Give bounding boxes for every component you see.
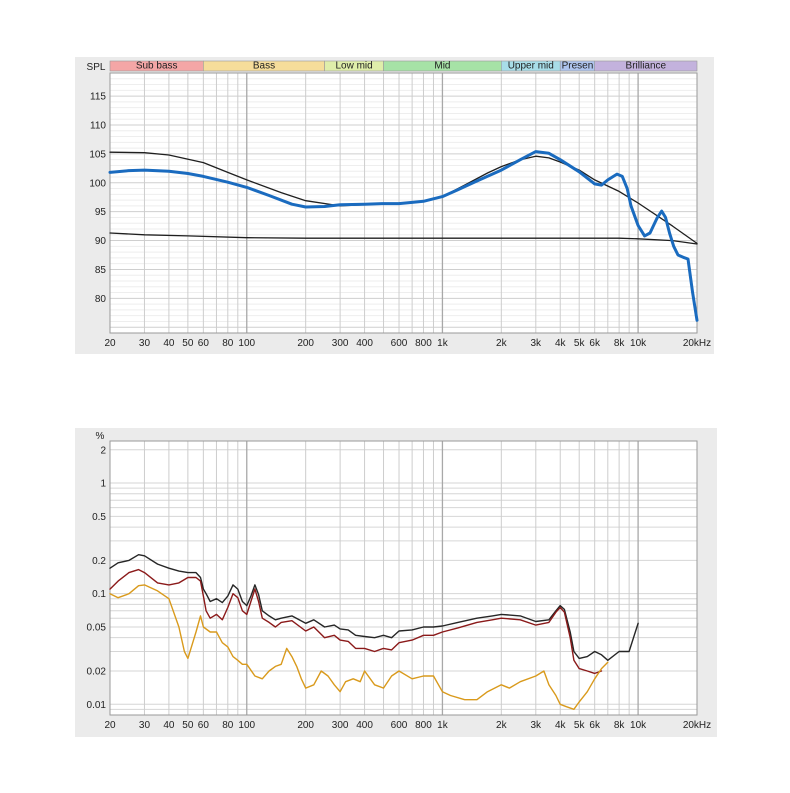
- x-tick-label: 100: [238, 338, 255, 349]
- x-tick-label: 50: [182, 338, 194, 349]
- x-tick-label: 4k: [555, 720, 567, 731]
- x-tick-label: 20: [104, 720, 116, 731]
- x-tick-label: 20kHz: [683, 338, 711, 349]
- band-label: Low mid: [335, 61, 372, 72]
- series-line: [109, 232, 698, 245]
- y-tick-label: 0.2: [92, 556, 106, 567]
- x-tick-label: 1k: [437, 338, 449, 349]
- x-tick-label: 50: [182, 720, 194, 731]
- plot-frame: [109, 72, 698, 334]
- x-tick-label: 200: [297, 338, 314, 349]
- x-tick-label: 2k: [496, 720, 508, 731]
- distortion-chart: 0.01 0.02 0.05 0.1 0.2 0.5 1 2 20 30 40 50 60 80 100 20…: [75, 428, 717, 737]
- x-tick-label: 60: [198, 338, 210, 349]
- series-line: [109, 568, 603, 675]
- x-tick-label: 60: [198, 720, 210, 731]
- band-label: Sub bass: [136, 61, 178, 72]
- x-tick-label: 3k: [531, 720, 543, 731]
- x-tick-label: 80: [222, 720, 234, 731]
- series-line: [109, 584, 609, 710]
- y-axis-label: %: [96, 431, 105, 442]
- x-tick-label: 8k: [614, 720, 626, 731]
- x-tick-label: 10k: [630, 720, 647, 731]
- band-label: Mid: [434, 61, 450, 72]
- x-tick-label: 40: [163, 720, 175, 731]
- y-tick-label: 0.02: [87, 666, 107, 677]
- y-tick-label: 80: [95, 294, 107, 305]
- y-tick-label: 105: [89, 149, 106, 160]
- band-label: Presen: [562, 61, 594, 72]
- band-label: Bass: [253, 61, 275, 72]
- frequency-response-chart: Sub bass Bass Low mid Mid Upper mid Presen Bri…: [75, 57, 714, 354]
- distortion-plot: 0.01 0.02 0.05 0.1 0.2 0.5 1 2 20 30 40 50 60 80 100 20…: [87, 431, 712, 731]
- x-tick-label: 4k: [555, 338, 567, 349]
- y-tick-label: 2: [100, 445, 106, 456]
- y-tick-label: 110: [90, 121, 106, 132]
- y-tick-label: 85: [95, 265, 107, 276]
- x-tick-label: 100: [238, 720, 255, 731]
- y-tick-label: 1: [100, 479, 106, 490]
- x-tick-label: 20: [104, 338, 116, 349]
- x-tick-label: 6k: [589, 338, 601, 349]
- x-tick-label: 30: [139, 338, 151, 349]
- y-tick-label: 115: [90, 92, 106, 103]
- x-tick-label: 80: [222, 338, 234, 349]
- x-tick-label: 300: [332, 720, 349, 731]
- x-tick-label: 8k: [614, 338, 626, 349]
- series-line: [108, 150, 699, 322]
- x-tick-label: 300: [332, 338, 349, 349]
- x-tick-label: 20kHz: [683, 720, 711, 731]
- x-tick-label: 40: [163, 338, 175, 349]
- x-tick-label: 30: [139, 720, 151, 731]
- x-tick-label: 6k: [589, 720, 601, 731]
- x-tick-label: 400: [356, 338, 373, 349]
- x-tick-label: 200: [297, 720, 314, 731]
- x-tick-label: 3k: [531, 338, 543, 349]
- frequency-response-plot: Sub bass Bass Low mid Mid Upper mid Presen Bri…: [87, 60, 712, 350]
- y-tick-label: 0.05: [87, 622, 107, 633]
- x-tick-label: 600: [391, 338, 408, 349]
- y-tick-label: 95: [95, 207, 107, 218]
- x-tick-label: 2k: [496, 338, 508, 349]
- x-tick-label: 800: [415, 720, 432, 731]
- y-tick-label: 90: [95, 236, 107, 247]
- y-axis-label: SPL: [87, 62, 106, 73]
- x-tick-label: 5k: [574, 338, 586, 349]
- x-tick-label: 600: [391, 720, 408, 731]
- x-tick-label: 1k: [437, 720, 449, 731]
- y-tick-label: 100: [89, 178, 106, 189]
- band-label: Upper mid: [508, 61, 554, 72]
- x-tick-label: 400: [356, 720, 373, 731]
- y-tick-label: 0.1: [92, 589, 106, 600]
- x-tick-label: 5k: [574, 720, 586, 731]
- y-tick-label: 0.01: [87, 700, 107, 711]
- series-line: [109, 554, 639, 661]
- band-rect: [594, 60, 698, 72]
- x-tick-label: 10k: [630, 338, 647, 349]
- plot-area: [110, 441, 697, 715]
- plot-frame: [109, 440, 698, 716]
- x-tick-label: 800: [415, 338, 432, 349]
- y-tick-label: 0.5: [92, 512, 106, 523]
- band-label: Brilliance: [626, 61, 667, 72]
